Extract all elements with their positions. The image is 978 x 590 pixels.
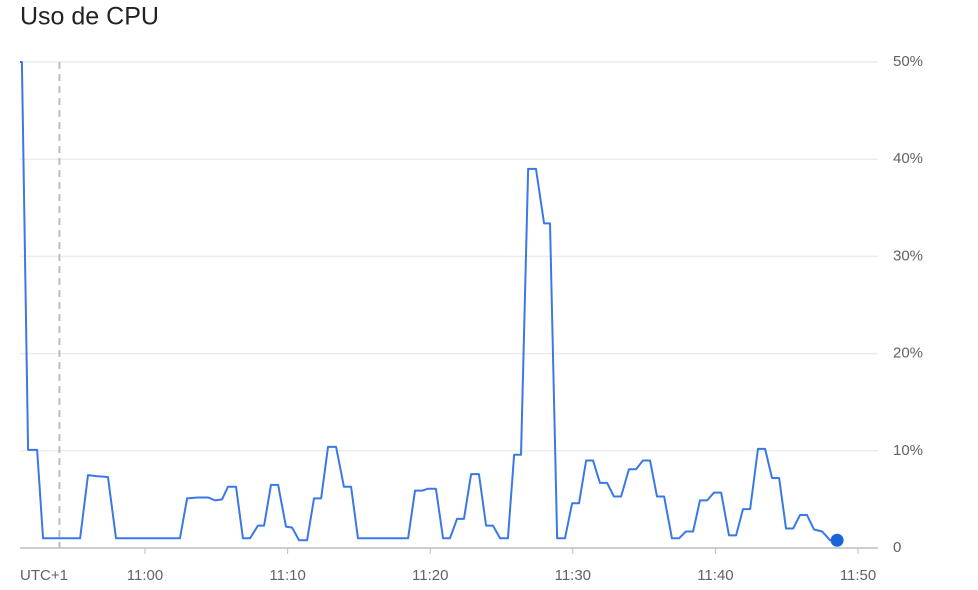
x-tick-label: 11:20 — [412, 567, 448, 584]
x-tick-label: 11:40 — [697, 567, 733, 584]
y-tick-label: 10% — [893, 442, 923, 459]
y-tick-label: 40% — [893, 150, 923, 167]
y-tick-label: 20% — [893, 345, 923, 362]
x-tick-label: 11:30 — [555, 567, 591, 584]
series-line — [20, 61, 838, 542]
y-tick-label: 0 — [893, 539, 901, 556]
chart-title: Uso de CPU — [20, 3, 159, 31]
timezone-label: UTC+1 — [20, 567, 68, 584]
x-tick-label: 11:10 — [269, 567, 305, 584]
x-tick-label: 11:00 — [127, 567, 163, 584]
y-tick-label: 50% — [893, 53, 923, 70]
x-tick-label: 11:50 — [840, 567, 876, 584]
y-tick-label: 30% — [893, 247, 923, 264]
current-point — [830, 533, 844, 547]
